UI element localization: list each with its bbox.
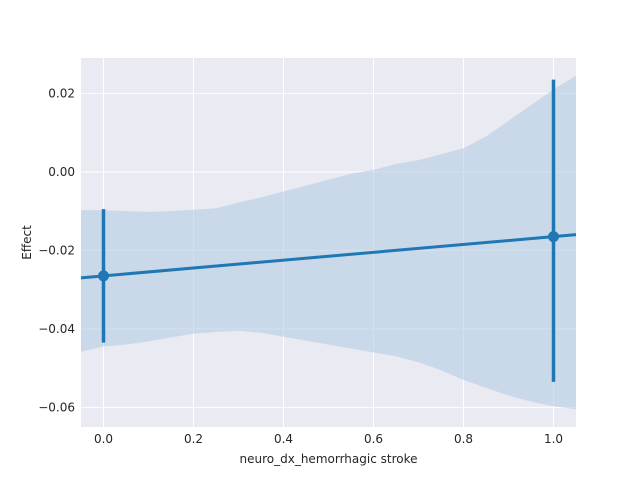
y-tick-label: 0.02 <box>48 86 75 100</box>
confidence-band <box>81 75 576 410</box>
data-point <box>548 231 559 243</box>
x-axis-title: neuro_dx_hemorrhagic stroke <box>240 452 418 466</box>
y-axis-ticks: 0.02 0.00 −0.02 −0.04 −0.06 <box>38 86 75 414</box>
regression-line <box>80 233 577 280</box>
data-point <box>98 270 109 282</box>
y-axis-title: Effect <box>20 225 34 260</box>
x-tick-label: 1.0 <box>544 432 563 446</box>
x-axis-ticks: 0.0 0.2 0.4 0.6 0.8 1.0 <box>94 432 563 446</box>
y-tick-label: −0.06 <box>38 400 75 414</box>
data-points <box>98 79 559 382</box>
y-tick-label: 0.00 <box>48 165 75 179</box>
x-tick-label: 0.8 <box>454 432 473 446</box>
x-tick-label: 0.4 <box>274 432 293 446</box>
y-tick-label: −0.02 <box>38 243 75 257</box>
y-tick-label: −0.04 <box>38 322 75 336</box>
x-tick-label: 0.0 <box>94 432 113 446</box>
x-tick-label: 0.2 <box>184 432 203 446</box>
x-tick-label: 0.6 <box>364 432 383 446</box>
